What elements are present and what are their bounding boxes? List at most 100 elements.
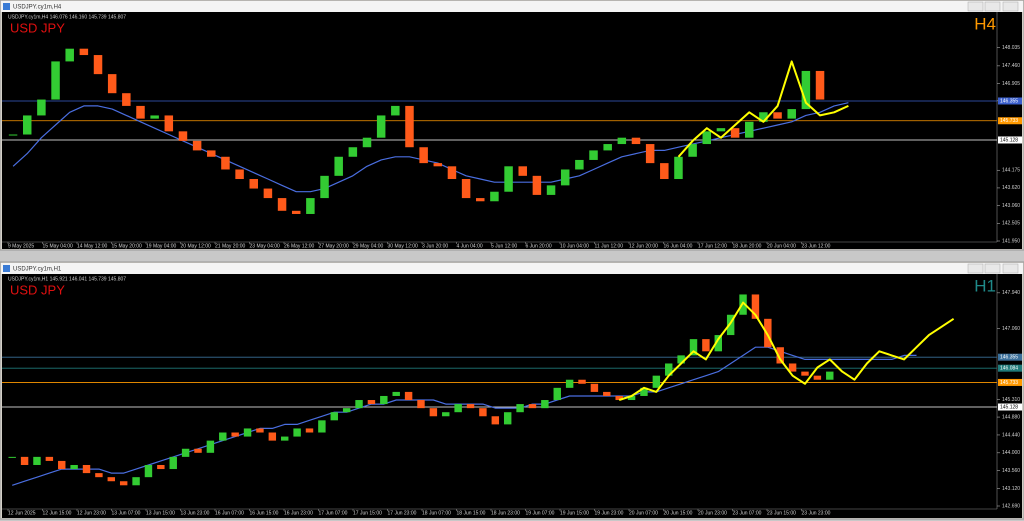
candle <box>150 115 159 119</box>
time-tick-label: 6 Jun 20:00 <box>526 243 552 249</box>
time-tick-label: 20 Jun 04:00 <box>767 243 796 249</box>
candle <box>504 166 513 192</box>
time-tick-label: 19 May 04:00 <box>146 243 177 249</box>
candle <box>745 121 754 138</box>
candle <box>433 163 443 167</box>
candle <box>194 448 202 453</box>
candle <box>589 150 598 160</box>
candle <box>476 198 485 202</box>
candle <box>243 428 252 437</box>
candle <box>107 74 117 94</box>
candle <box>627 395 636 401</box>
candle <box>788 363 797 372</box>
candle <box>617 137 627 145</box>
maximize-button[interactable] <box>984 263 1001 274</box>
candle <box>348 147 358 157</box>
candle <box>79 48 89 56</box>
candle <box>157 464 165 470</box>
candle <box>787 109 796 119</box>
candle <box>305 428 314 433</box>
candle <box>132 477 140 486</box>
minimize-button[interactable] <box>967 1 984 12</box>
price-tick-label: 142.690 <box>1002 503 1020 509</box>
time-tick-label: 26 May 12:00 <box>284 243 315 249</box>
price-tick-label: 144.175 <box>1002 168 1020 174</box>
time-tick-label: 17 Jun 23:00 <box>388 510 417 516</box>
candle <box>404 391 413 401</box>
candle <box>660 163 669 180</box>
time-tick-label: 13 Jun 15:00 <box>146 510 175 516</box>
window-icon <box>3 3 10 10</box>
candle <box>206 440 215 453</box>
candle <box>532 175 542 195</box>
time-tick-label: 18 Jun 23:00 <box>491 510 520 516</box>
candle <box>207 150 216 157</box>
candle <box>8 134 18 136</box>
timeframe-label: H4 <box>974 14 996 33</box>
time-tick-label: 30 May 12:00 <box>388 243 419 249</box>
time-tick-label: 19 Jun 07:00 <box>526 510 555 516</box>
candle <box>565 379 574 388</box>
time-tick-label: 10 Jun 04:00 <box>560 243 589 249</box>
candle <box>716 128 726 132</box>
candle <box>417 400 425 409</box>
candle <box>342 408 351 413</box>
candle <box>380 395 388 405</box>
candle <box>334 156 343 176</box>
candle <box>136 105 145 119</box>
price-tick-label: 143.060 <box>1002 203 1020 209</box>
candle <box>461 179 471 199</box>
price-tick-label: 144.880 <box>1002 414 1020 420</box>
candle <box>256 428 264 433</box>
candle <box>376 115 386 138</box>
time-tick-label: 15 May 20:00 <box>112 243 143 249</box>
time-tick-label: 15 May 04:00 <box>43 243 74 249</box>
candle <box>37 99 46 116</box>
candle <box>178 131 188 141</box>
chart-area <box>2 274 1022 518</box>
price-tick-label: 144.000 <box>1002 450 1020 456</box>
candle <box>391 105 400 116</box>
candle <box>528 404 537 409</box>
price-tick-label: 144.440 <box>1002 432 1020 438</box>
price-tick-label: 143.120 <box>1002 486 1020 492</box>
candle <box>447 166 457 180</box>
candle <box>813 375 822 380</box>
price-tick-label: 147.940 <box>1002 290 1020 296</box>
candle <box>575 159 584 170</box>
candle <box>181 448 190 457</box>
candle <box>759 112 768 122</box>
maximize-button[interactable] <box>984 1 1001 12</box>
candle <box>466 404 475 409</box>
time-tick-label: 12 Jun 20:00 <box>629 243 658 249</box>
time-tick-label: 11 Jun 12:00 <box>595 243 624 249</box>
window-title: USDJPY.cy1m,H1 <box>13 267 62 273</box>
candle <box>560 169 570 186</box>
candle <box>22 115 32 135</box>
price-level-label: 146.084 <box>1000 366 1018 372</box>
candle <box>546 185 556 195</box>
time-tick-label: 12 Jun 2025 <box>8 510 36 516</box>
candle <box>318 420 326 433</box>
price-tick-label: 143.620 <box>1002 185 1020 191</box>
time-tick-label: 16 Jun 23:00 <box>284 510 313 516</box>
time-tick-label: 19 Jun 15:00 <box>560 510 589 516</box>
time-tick-label: 19 Jun 23:00 <box>595 510 624 516</box>
candle <box>82 464 91 474</box>
close-button[interactable] <box>1002 263 1019 274</box>
time-tick-label: 5 Jun 12:00 <box>491 243 517 249</box>
candle <box>219 432 227 441</box>
time-tick-label: 20 May 12:00 <box>181 243 212 249</box>
candle <box>776 347 784 364</box>
close-button[interactable] <box>1002 1 1019 12</box>
candle <box>192 140 202 151</box>
candle <box>277 198 287 211</box>
candle <box>751 294 760 319</box>
candle <box>58 460 66 470</box>
time-tick-label: 20 Jun 15:00 <box>664 510 693 516</box>
candle <box>726 314 735 336</box>
candle <box>490 191 499 202</box>
minimize-button[interactable] <box>967 263 984 274</box>
chart-info: USDJPY.cy1m,H1 145.921 146.041 145.739 1… <box>8 276 126 282</box>
